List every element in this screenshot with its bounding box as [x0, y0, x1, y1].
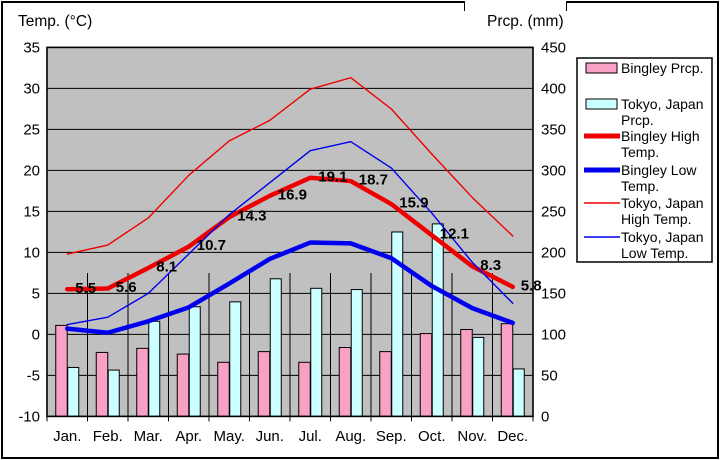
right-axis-tick-label: 200 — [541, 244, 566, 261]
right-axis-title: Prcp. (mm) — [487, 13, 564, 30]
left-axis-tick-label: 20 — [23, 162, 40, 179]
data-label: 12.1 — [440, 226, 469, 243]
right-axis-tick-label: 400 — [541, 80, 566, 97]
data-label: 19.1 — [318, 168, 347, 185]
legend-swatch-bar — [585, 62, 618, 74]
prcp-title-border-gap — [464, 0, 567, 7]
bar-bingley-prcp — [136, 347, 149, 417]
data-label: 15.9 — [399, 195, 428, 212]
data-label: 18.7 — [359, 172, 388, 189]
bar-bingley-prcp — [338, 347, 352, 417]
legend-label: Bingley Low — [621, 162, 697, 178]
data-label: 5.5 — [75, 280, 96, 297]
legend-label: Tokyo, Japan — [621, 96, 704, 112]
data-label: 10.7 — [197, 237, 226, 254]
right-axis-tick-label: 350 — [541, 121, 566, 138]
bar-bingley-prcp — [95, 351, 109, 417]
line-bingley-low-temp- — [65, 240, 515, 336]
bar-tokyo-prcp — [512, 368, 525, 417]
legend-label: Tokyo, Japan — [621, 195, 704, 211]
bar-bingley-prcp — [419, 333, 433, 417]
month-label: Sep. — [376, 428, 407, 445]
legend-label: Prcp. — [621, 112, 654, 128]
left-axis-title: Temp. (°C) — [18, 13, 92, 30]
bar-tokyo-prcp — [188, 306, 201, 417]
bar-bingley-prcp — [55, 324, 68, 417]
legend-swatch-bar — [585, 98, 618, 110]
left-axis-tick-label: 0 — [32, 326, 40, 343]
month-label: Jul. — [299, 428, 322, 445]
legend-label: Bingley High — [621, 128, 700, 144]
legend-label: Temp. — [621, 144, 659, 160]
right-axis-tick-label: 100 — [541, 326, 566, 343]
left-axis-tick-label: -10 — [18, 408, 40, 425]
bar-bingley-prcp — [176, 353, 190, 417]
bar-tokyo-prcp — [229, 301, 242, 417]
legend-label: Bingley Prcp. — [621, 60, 703, 76]
bar-tokyo-prcp — [431, 223, 444, 417]
bar-tokyo-prcp — [148, 320, 161, 417]
bar-bingley-prcp — [379, 351, 392, 417]
left-axis-tick-label: 15 — [23, 203, 40, 220]
legend-label: Low Temp. — [621, 245, 688, 261]
bar-bingley-prcp — [298, 361, 311, 417]
month-label: Dec. — [497, 428, 528, 445]
right-axis-tick-label: 50 — [541, 367, 558, 384]
month-label: May. — [214, 428, 245, 445]
month-label: Nov. — [457, 428, 487, 445]
left-axis-tick-label: 10 — [23, 244, 40, 261]
left-axis-tick-label: 25 — [23, 121, 40, 138]
bar-bingley-prcp — [460, 328, 473, 417]
left-axis-tick-label: 35 — [23, 39, 40, 56]
line-bingley-high-temp- — [65, 175, 515, 292]
month-label: Aug. — [335, 428, 366, 445]
right-axis-tick-label: 0 — [541, 408, 549, 425]
bar-bingley-prcp — [217, 361, 230, 417]
bar-tokyo-prcp — [269, 278, 282, 417]
month-label: Oct. — [418, 428, 446, 445]
data-label: 5.8 — [521, 277, 542, 294]
data-label: 16.9 — [278, 186, 307, 203]
bar-tokyo-prcp — [350, 289, 363, 417]
data-label: 8.1 — [156, 258, 177, 275]
right-axis-tick-label: 300 — [541, 162, 566, 179]
month-label: Jun. — [256, 428, 284, 445]
legend-box — [576, 57, 713, 263]
data-label: 14.3 — [237, 208, 266, 225]
month-label: Jan. — [53, 428, 81, 445]
bar-bingley-prcp — [257, 351, 271, 417]
bar-tokyo-prcp — [107, 369, 120, 417]
bar-bingley-prcp — [500, 323, 514, 417]
left-axis-tick-label: -5 — [27, 367, 40, 384]
legend-label: High Temp. — [621, 211, 692, 227]
data-label: 8.3 — [480, 257, 501, 274]
month-label: Mar. — [134, 428, 163, 445]
legend-label: Tokyo, Japan — [621, 229, 704, 245]
month-label: Feb. — [93, 428, 123, 445]
legend-label: Temp. — [621, 178, 659, 194]
month-label: Apr. — [175, 428, 202, 445]
right-axis-tick-label: 250 — [541, 203, 566, 220]
data-label: 5.6 — [116, 279, 137, 296]
line-tokyo-japan-low-temp- — [66, 140, 514, 326]
right-axis-tick-label: 150 — [541, 285, 566, 302]
bar-tokyo-prcp — [472, 336, 485, 417]
right-axis-tick-label: 450 — [541, 39, 566, 56]
left-axis-tick-label: 30 — [23, 80, 40, 97]
line-tokyo-japan-high-temp- — [66, 77, 514, 255]
left-axis-tick-label: 5 — [32, 285, 40, 302]
bar-tokyo-prcp — [310, 287, 323, 417]
bar-tokyo-prcp — [67, 366, 80, 417]
plot-area: 5.5 5.6 8.1 10.7 14.3 16.9 19.1 18.7 15.9 12.1 8.3… — [18, 39, 566, 445]
